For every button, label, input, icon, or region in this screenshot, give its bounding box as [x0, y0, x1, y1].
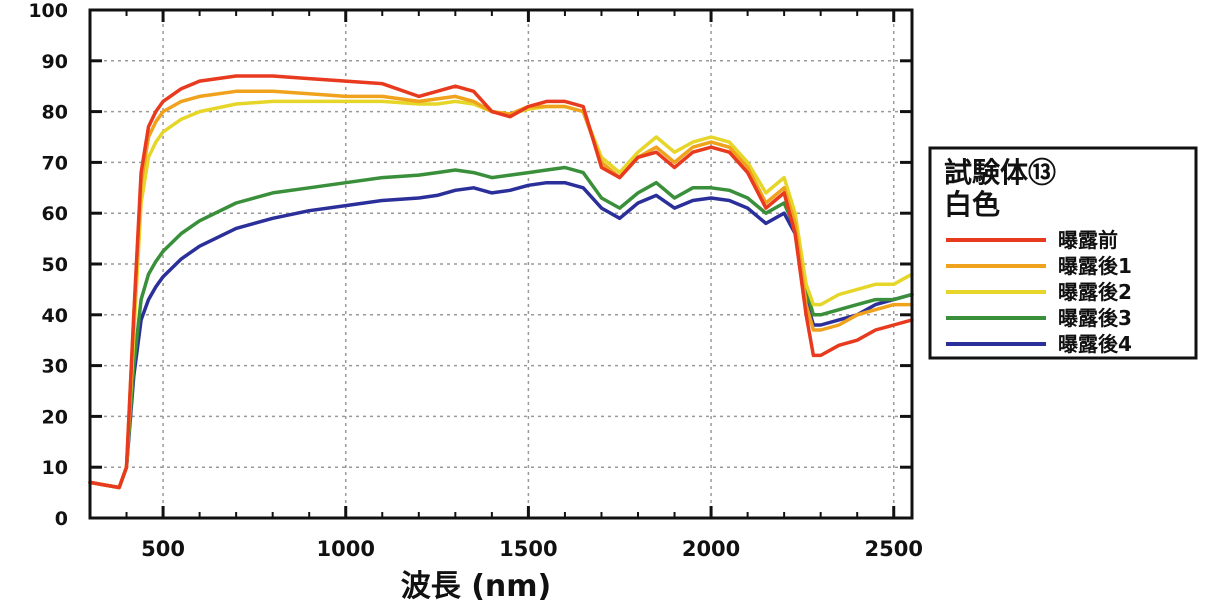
axis-ticks — [89, 8, 912, 520]
legend-label: 曝露後1 — [1058, 254, 1132, 278]
legend-title-line2: 白色 — [944, 188, 1000, 221]
legend-label: 曝露後2 — [1058, 280, 1132, 304]
x-tick-labels: 500 1000 1500 2000 2500 — [141, 537, 923, 561]
y-tick-label: 20 — [42, 406, 68, 428]
series-line — [88, 99, 914, 490]
y-tick-label: 100 — [28, 0, 68, 22]
legend-label: 曝露後4 — [1058, 332, 1132, 356]
x-tick-label: 2500 — [865, 537, 923, 561]
y-tick-label: 60 — [42, 203, 68, 225]
y-tick-label: 90 — [42, 51, 68, 73]
y-tick-label: 50 — [42, 254, 68, 276]
series-line — [88, 74, 914, 490]
x-tick-label: 2000 — [682, 537, 740, 561]
x-tick-label: 1500 — [499, 537, 557, 561]
grid-lines — [90, 10, 912, 518]
y-tick-label: 0 — [55, 508, 68, 530]
x-axis-label: 波長 (nm) — [401, 569, 551, 604]
x-tick-label: 500 — [141, 537, 185, 561]
legend-box — [928, 146, 1198, 360]
x-tick-label: 1000 — [317, 537, 375, 561]
y-tick-label: 10 — [42, 457, 68, 479]
legend-label: 曝露前 — [1058, 228, 1118, 252]
series-line — [88, 180, 914, 490]
y-tick-label: 30 — [42, 356, 68, 378]
y-tick-label: 70 — [42, 152, 68, 174]
plot-frame — [88, 8, 914, 520]
series-line — [88, 89, 914, 490]
y-tick-label: 40 — [42, 305, 68, 327]
legend-title-line1: 試験体⑬ — [944, 156, 1056, 189]
legend-label: 曝露後3 — [1058, 306, 1132, 330]
y-tick-labels: 0 10 20 30 40 50 60 70 80 90 100 — [28, 0, 68, 530]
series-lines — [88, 74, 914, 490]
y-tick-label: 80 — [42, 102, 68, 124]
